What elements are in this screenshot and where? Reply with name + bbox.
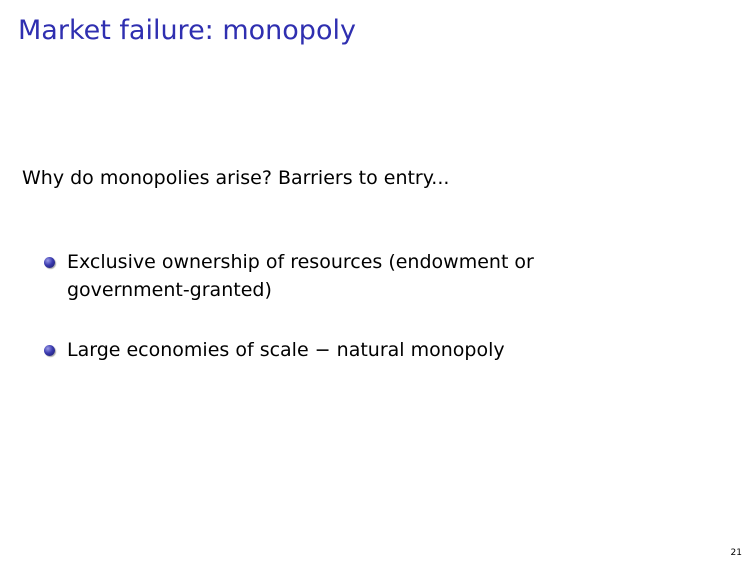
bullet-text: Exclusive ownership of resources (endowm… [67, 251, 534, 301]
page-number: 21 [730, 548, 742, 558]
bullet-item: Exclusive ownership of resources (endowm… [44, 248, 604, 304]
bullet-dot-icon [44, 345, 55, 356]
intro-text: Why do monopolies arise? Barriers to ent… [22, 167, 450, 189]
bullet-text: Large economies of scale − natural monop… [67, 339, 505, 361]
bullet-dot-icon [44, 257, 55, 268]
bullet-item: Large economies of scale − natural monop… [44, 336, 604, 364]
bullet-list: Exclusive ownership of resources (endowm… [44, 248, 604, 396]
slide-title: Market failure: monopoly [18, 15, 356, 46]
